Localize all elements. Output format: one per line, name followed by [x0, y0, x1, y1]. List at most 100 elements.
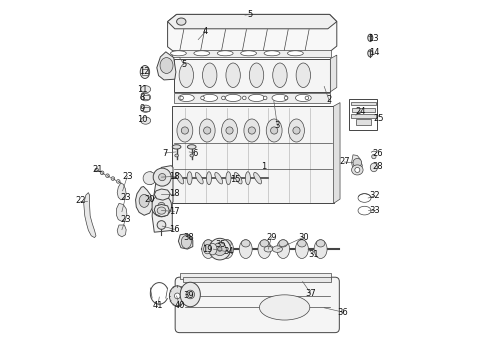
Ellipse shape — [222, 240, 231, 247]
Ellipse shape — [159, 174, 166, 181]
Ellipse shape — [248, 127, 255, 134]
Ellipse shape — [143, 172, 156, 185]
Ellipse shape — [106, 174, 109, 177]
Ellipse shape — [217, 51, 233, 56]
Ellipse shape — [296, 63, 311, 87]
Text: 11: 11 — [137, 85, 147, 94]
Ellipse shape — [270, 127, 278, 134]
Ellipse shape — [151, 195, 172, 217]
Ellipse shape — [202, 94, 218, 102]
Text: 16: 16 — [169, 225, 180, 234]
Bar — [356, 119, 370, 125]
Text: 23: 23 — [120, 215, 131, 224]
Ellipse shape — [172, 145, 181, 149]
Ellipse shape — [314, 240, 327, 258]
Ellipse shape — [239, 240, 252, 258]
Ellipse shape — [263, 96, 267, 100]
Ellipse shape — [355, 167, 360, 172]
Ellipse shape — [260, 240, 269, 247]
Ellipse shape — [295, 240, 308, 258]
Ellipse shape — [254, 172, 262, 184]
Text: 37: 37 — [305, 289, 316, 297]
Polygon shape — [117, 225, 126, 237]
Ellipse shape — [264, 51, 280, 56]
Ellipse shape — [273, 63, 287, 87]
Text: 34: 34 — [223, 248, 234, 256]
Ellipse shape — [226, 127, 233, 134]
Text: 23: 23 — [122, 172, 133, 181]
Text: 6: 6 — [192, 149, 197, 158]
Ellipse shape — [158, 202, 165, 210]
Ellipse shape — [221, 96, 225, 100]
Ellipse shape — [351, 165, 363, 175]
Ellipse shape — [156, 172, 164, 184]
Polygon shape — [351, 155, 363, 172]
Ellipse shape — [139, 194, 149, 207]
Ellipse shape — [141, 94, 151, 101]
Polygon shape — [178, 234, 193, 249]
Text: 22: 22 — [75, 197, 86, 205]
Ellipse shape — [284, 96, 288, 100]
Ellipse shape — [100, 171, 104, 175]
Ellipse shape — [243, 96, 246, 100]
Text: 4: 4 — [203, 27, 208, 36]
Bar — [174, 59, 330, 92]
Text: 3: 3 — [275, 122, 280, 130]
Ellipse shape — [272, 246, 282, 252]
Ellipse shape — [293, 127, 300, 134]
Ellipse shape — [170, 286, 185, 306]
Ellipse shape — [288, 51, 303, 56]
Ellipse shape — [176, 18, 186, 25]
Ellipse shape — [153, 168, 171, 186]
Ellipse shape — [186, 290, 195, 299]
Ellipse shape — [245, 172, 250, 185]
Text: 7: 7 — [162, 149, 168, 158]
Ellipse shape — [181, 127, 189, 134]
Ellipse shape — [372, 154, 376, 159]
Text: 31: 31 — [308, 250, 318, 259]
Bar — [183, 277, 331, 282]
Ellipse shape — [204, 127, 211, 134]
Bar — [351, 102, 376, 105]
Ellipse shape — [111, 177, 115, 180]
Text: 30: 30 — [298, 233, 309, 242]
Ellipse shape — [353, 158, 362, 167]
Text: 33: 33 — [369, 206, 380, 215]
Bar — [143, 95, 149, 99]
Ellipse shape — [204, 240, 213, 247]
Ellipse shape — [242, 240, 250, 247]
Ellipse shape — [174, 293, 180, 299]
Text: 32: 32 — [369, 192, 380, 200]
Ellipse shape — [209, 238, 231, 260]
Text: 28: 28 — [372, 162, 383, 171]
Ellipse shape — [176, 172, 184, 184]
Ellipse shape — [370, 163, 377, 172]
Ellipse shape — [234, 172, 242, 184]
FancyBboxPatch shape — [175, 277, 339, 333]
Text: 19: 19 — [202, 245, 213, 254]
Ellipse shape — [187, 172, 192, 185]
Text: 10: 10 — [137, 115, 147, 124]
Ellipse shape — [248, 94, 265, 102]
Ellipse shape — [177, 119, 193, 142]
Ellipse shape — [241, 51, 257, 56]
Bar — [143, 69, 148, 75]
Text: 21: 21 — [93, 165, 103, 174]
Bar — [174, 93, 330, 103]
Text: 18: 18 — [169, 172, 180, 181]
Text: 14: 14 — [368, 48, 379, 57]
Bar — [180, 273, 331, 279]
Ellipse shape — [295, 94, 311, 102]
Ellipse shape — [141, 105, 151, 112]
Ellipse shape — [272, 94, 288, 102]
Ellipse shape — [148, 172, 153, 185]
Ellipse shape — [201, 96, 204, 100]
Bar — [143, 107, 149, 111]
Ellipse shape — [220, 240, 233, 258]
Ellipse shape — [225, 94, 241, 102]
Text: 41: 41 — [152, 301, 163, 310]
Ellipse shape — [297, 240, 306, 247]
Ellipse shape — [175, 154, 178, 157]
Ellipse shape — [168, 172, 172, 185]
Text: 38: 38 — [183, 233, 194, 242]
